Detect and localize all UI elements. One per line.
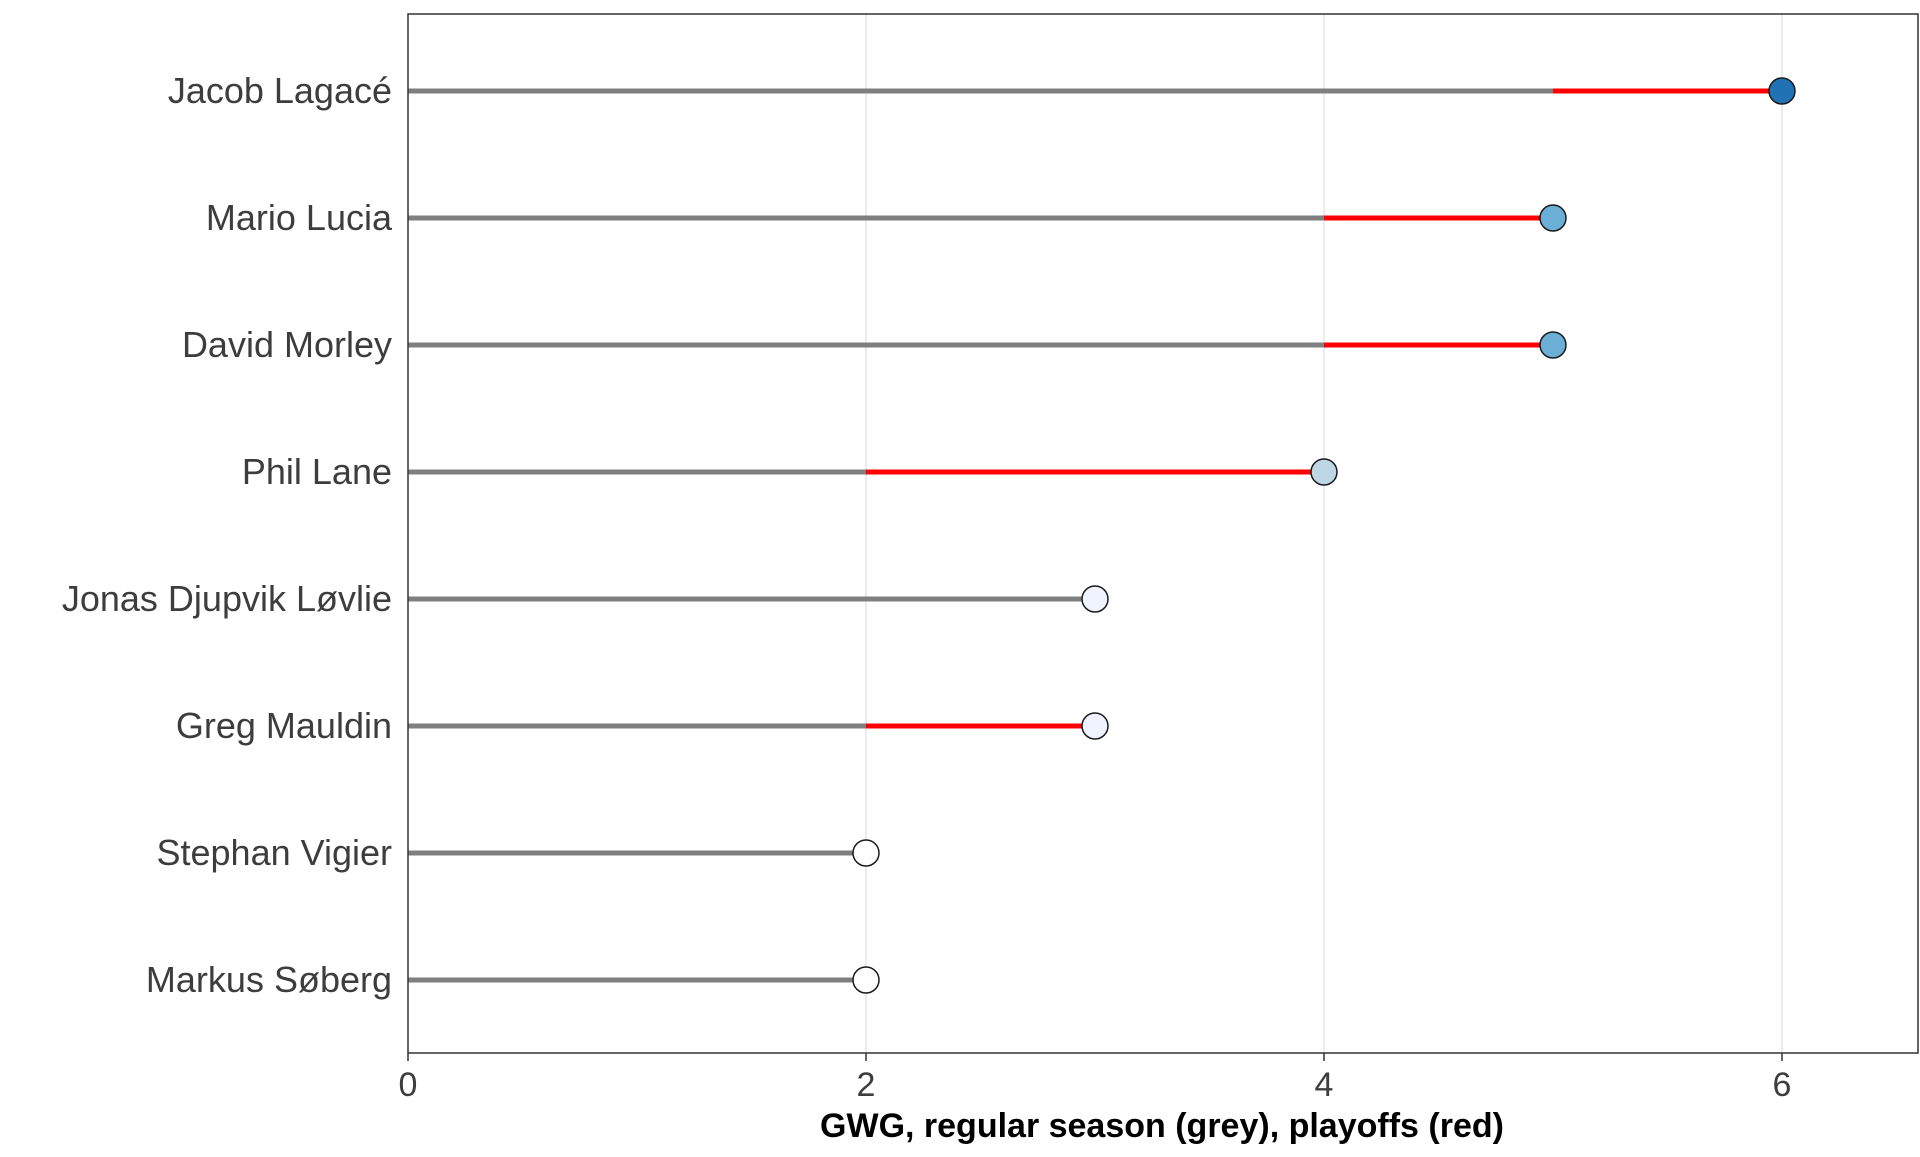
point-mario-lucia <box>1539 204 1567 232</box>
y-label-markus-s-berg: Markus Søberg <box>146 959 392 1000</box>
x-tick-label-6: 6 <box>1773 1066 1792 1104</box>
lollipop-segments <box>408 88 1770 983</box>
point-markus-s-berg <box>852 966 880 994</box>
y-label-phil-lane: Phil Lane <box>242 451 392 492</box>
y-axis-labels: Jacob Lagacé Mario Lucia David Morley Phil … <box>62 70 393 1000</box>
y-label-greg-mauldin: Greg Mauldin <box>176 705 392 746</box>
x-axis-ticks: 0 2 4 6 <box>399 1053 1792 1104</box>
y-label-mario-lucia: Mario Lucia <box>206 197 393 238</box>
panel-border <box>407 13 1919 1054</box>
y-label-stephan-vigier: Stephan Vigier <box>156 832 392 873</box>
y-label-david-morley: David Morley <box>182 324 392 365</box>
x-tick-label-4: 4 <box>1315 1066 1334 1104</box>
point-stephan-vigier <box>852 839 880 867</box>
lollipop-points <box>852 77 1796 994</box>
point-greg-mauldin <box>1081 712 1109 740</box>
point-phil-lane <box>1310 458 1338 486</box>
y-label-jacob-lagace: Jacob Lagacé <box>168 70 392 111</box>
point-david-morley <box>1539 331 1567 359</box>
gridlines <box>865 14 1783 1053</box>
x-tick-label-0: 0 <box>399 1066 418 1104</box>
x-tick-label-2: 2 <box>857 1066 876 1104</box>
point-jacob-lagace <box>1768 77 1796 105</box>
y-label-jonas-djupvik-l-vlie: Jonas Djupvik Løvlie <box>62 578 392 619</box>
point-jonas-djupvik-l-vlie <box>1081 585 1109 613</box>
x-axis-title: GWG, regular season (grey), playoffs (re… <box>820 1107 1504 1145</box>
